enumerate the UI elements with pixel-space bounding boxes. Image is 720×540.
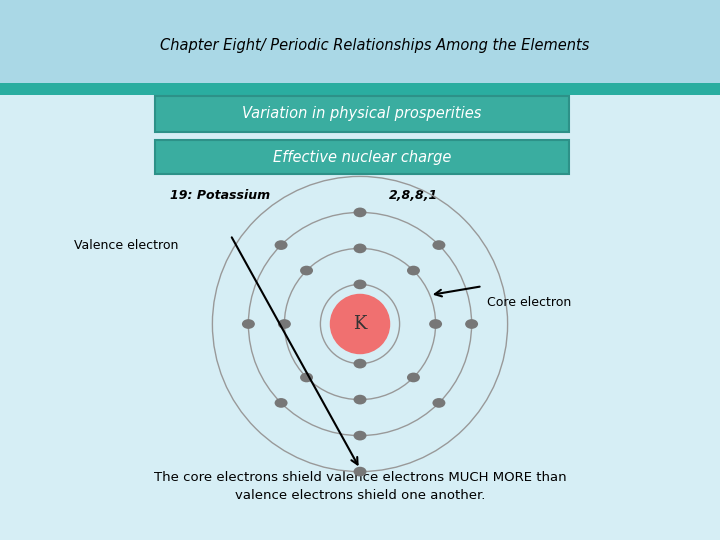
- Circle shape: [354, 207, 366, 217]
- Circle shape: [278, 319, 291, 329]
- Text: Valence electron: Valence electron: [74, 239, 178, 252]
- Circle shape: [300, 373, 313, 382]
- Circle shape: [274, 240, 287, 250]
- FancyBboxPatch shape: [0, 83, 720, 94]
- FancyBboxPatch shape: [155, 96, 569, 132]
- Circle shape: [354, 359, 366, 368]
- Circle shape: [354, 431, 366, 441]
- Text: valence electrons shield one another.: valence electrons shield one another.: [235, 489, 485, 502]
- Circle shape: [354, 280, 366, 289]
- Circle shape: [300, 266, 313, 275]
- Circle shape: [407, 373, 420, 382]
- Circle shape: [354, 244, 366, 253]
- FancyBboxPatch shape: [155, 140, 569, 174]
- Text: The core electrons shield valence electrons MUCH MORE than: The core electrons shield valence electr…: [153, 471, 567, 484]
- FancyBboxPatch shape: [0, 0, 720, 94]
- Text: K: K: [354, 315, 366, 333]
- Circle shape: [274, 398, 287, 408]
- Circle shape: [429, 319, 442, 329]
- Circle shape: [242, 319, 255, 329]
- Text: Effective nuclear charge: Effective nuclear charge: [273, 150, 451, 165]
- Circle shape: [465, 319, 478, 329]
- Circle shape: [354, 395, 366, 404]
- Text: Core electron: Core electron: [487, 296, 572, 309]
- Text: 2,8,8,1: 2,8,8,1: [390, 189, 438, 202]
- Circle shape: [433, 240, 446, 250]
- Text: Variation in physical prosperities: Variation in physical prosperities: [242, 106, 482, 122]
- Circle shape: [407, 266, 420, 275]
- Circle shape: [354, 467, 366, 476]
- Circle shape: [433, 398, 446, 408]
- Ellipse shape: [330, 294, 390, 354]
- Text: 19: Potassium: 19: Potassium: [169, 189, 270, 202]
- Text: Chapter Eight/ Periodic Relationships Among the Elements: Chapter Eight/ Periodic Relationships Am…: [160, 38, 589, 53]
